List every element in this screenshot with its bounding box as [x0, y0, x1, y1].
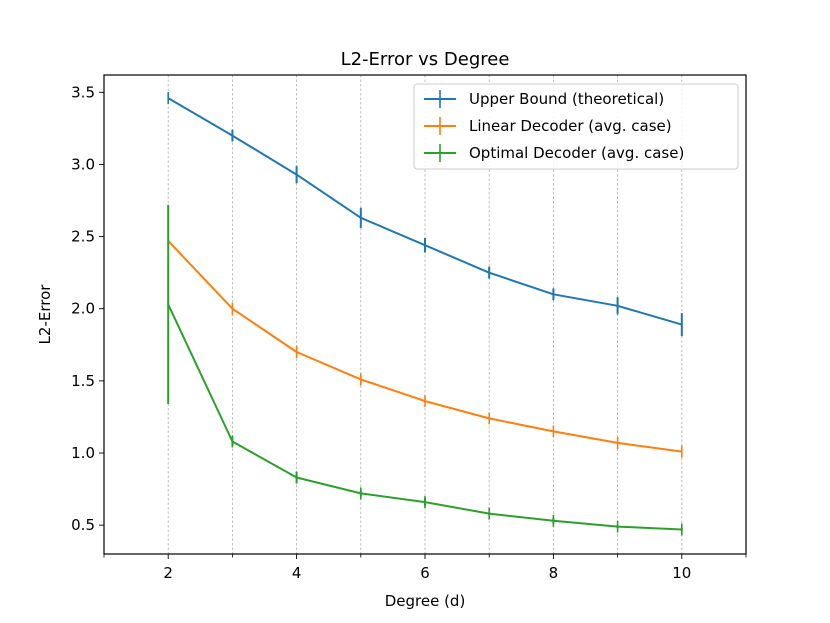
x-axis: 2 4 6 8 10 — [103, 554, 747, 582]
legend-item: Linear Decoder (avg. case) — [424, 117, 672, 135]
y-tick-label: 2.5 — [71, 228, 95, 246]
legend-label: Linear Decoder (avg. case) — [469, 117, 672, 135]
series — [167, 92, 683, 337]
x-tick-label: 4 — [292, 564, 302, 582]
y-tick-label: 1.0 — [71, 444, 95, 462]
series — [167, 234, 683, 458]
y-axis-label: L2-Error — [36, 284, 54, 345]
legend-label: Upper Bound (theoretical) — [469, 90, 664, 108]
legend-item: Upper Bound (theoretical) — [424, 90, 664, 108]
y-tick-label: 2.0 — [71, 300, 95, 318]
legend-item: Optimal Decoder (avg. case) — [424, 144, 684, 162]
x-tick-label: 2 — [163, 564, 173, 582]
y-tick-label: 3.0 — [71, 155, 95, 173]
legend: Upper Bound (theoretical) Linear Decoder … — [413, 83, 739, 170]
chart-title: L2-Error vs Degree — [341, 49, 510, 70]
series — [167, 204, 683, 536]
legend-label: Optimal Decoder (avg. case) — [469, 144, 684, 162]
legend-box — [413, 83, 739, 170]
x-tick-label: 6 — [420, 564, 430, 582]
x-axis-label: Degree (d) — [385, 592, 466, 610]
y-tick-label: 0.5 — [71, 516, 95, 534]
y-axis: 0.5 1.0 1.5 2.0 2.5 3.0 3.5 — [71, 83, 104, 534]
x-tick-label: 8 — [549, 564, 559, 582]
y-tick-label: 1.5 — [71, 372, 95, 390]
x-tick-label: 10 — [672, 564, 691, 582]
y-tick-label: 3.5 — [71, 83, 95, 101]
series-layer — [167, 92, 683, 536]
